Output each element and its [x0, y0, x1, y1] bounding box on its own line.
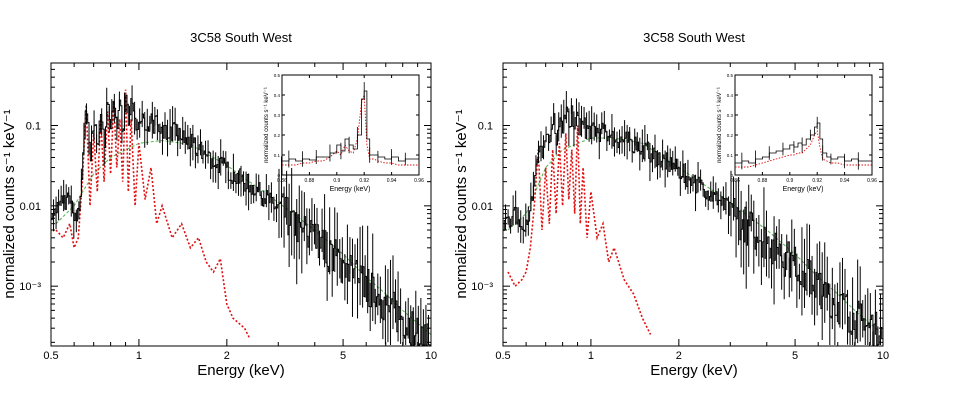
- inset-x-tick-label: 0.94: [840, 178, 850, 184]
- chart-title: 3C58 South West: [190, 30, 292, 45]
- inset-data-path: [282, 90, 420, 163]
- inset-y-tick-label: 0.5: [274, 73, 281, 78]
- tick-marks: [50, 63, 432, 346]
- inset-x-tick-label: 0.9: [786, 178, 793, 184]
- x-tick-label: 10: [877, 350, 889, 362]
- y-tick-label: 0.01: [20, 201, 41, 213]
- inset-model-line: [282, 94, 419, 166]
- inset-y-tick-label: 0.1: [274, 153, 281, 158]
- y-tick-label: 0.1: [26, 121, 41, 133]
- line-emission-model-path: [507, 125, 652, 335]
- inset-y-tick-label: 0: [277, 173, 280, 178]
- y-tick-label: 0.1: [478, 121, 493, 133]
- y-tick-label: 10⁻³: [19, 281, 41, 293]
- plot-frame: [502, 62, 884, 347]
- x-tick-label: 5: [792, 350, 798, 362]
- y-tick-label: 10⁻³: [471, 281, 493, 293]
- inset-y-axis-label: normalized counts s⁻¹ keV⁻¹: [264, 87, 270, 163]
- inset-x-tick-label: 0.94: [387, 178, 397, 184]
- right-panel: 3C58 South West 0.5 1 2 5 10 0.1 0.01 10⁻³ Ene…: [453, 30, 889, 379]
- inset-x-tick-label: 0.86: [730, 178, 740, 184]
- inset-data-spectrum: [735, 116, 873, 170]
- data-spectrum-path: [503, 105, 884, 346]
- inset-y-tick-label: 0.2: [274, 133, 281, 138]
- inset-data-path: [735, 122, 873, 164]
- inset-frame: [281, 74, 420, 176]
- inset-plot: 0.86 0.88 0.9 0.92 0.94 0.96 0 0.1 0.2 0.3 0.4 0.5…: [717, 73, 877, 193]
- inset-y-tick-label: 0.3: [727, 113, 734, 118]
- line-emission-model-line: [507, 125, 652, 335]
- inset-x-tick-label: 0.92: [812, 178, 822, 184]
- inset-y-tick-labels: 0 0.1 0.2 0.3 0.4 0.5: [274, 73, 281, 178]
- x-tick-label: 10: [425, 350, 437, 362]
- inset-x-tick-labels: 0.86 0.88 0.9 0.92 0.94 0.96: [730, 178, 877, 184]
- x-tick-labels: 0.5 1 2 5 10: [495, 350, 889, 362]
- inset-y-tick-label: 0.2: [727, 133, 734, 138]
- y-tick-labels: 0.1 0.01 10⁻³: [19, 121, 41, 294]
- continuum-model-line: [55, 139, 432, 335]
- x-tick-label: 0.5: [43, 350, 58, 362]
- inset-x-tick-labels: 0.86 0.88 0.9 0.92 0.94 0.96: [277, 178, 424, 184]
- inset-x-tick-label: 0.92: [359, 178, 369, 184]
- y-tick-label: 0.01: [472, 201, 493, 213]
- inset-x-tick-label: 0.9: [333, 178, 340, 184]
- x-axis-label: Energy (keV): [650, 362, 738, 379]
- x-tick-label: 1: [136, 350, 142, 362]
- inset-y-tick-label: 0.4: [274, 93, 281, 98]
- x-tick-label: 1: [588, 350, 594, 362]
- continuum-model-path: [55, 139, 432, 335]
- inset-frame: [734, 74, 873, 176]
- plot-frame: [50, 62, 432, 347]
- x-tick-label: 5: [340, 350, 346, 362]
- inset-plot: 0.86 0.88 0.9 0.92 0.94 0.96 0 0.1 0.2 0.3 0.4 0.5…: [264, 73, 424, 193]
- x-tick-label: 2: [676, 350, 682, 362]
- y-tick-labels: 0.1 0.01 10⁻³: [471, 121, 493, 294]
- inset-tick-marks: [734, 74, 873, 176]
- x-tick-labels: 0.5 1 2 5 10: [43, 350, 437, 362]
- inset-x-tick-label: 0.96: [867, 178, 877, 184]
- left-panel: 3C58 South West 0.5 1 2 5 10 0.1 0.01 10⁻³ Ene…: [1, 30, 437, 379]
- inset-y-tick-label: 0: [730, 173, 733, 178]
- line-emission-model-line: [55, 89, 251, 340]
- inset-y-tick-label: 0.4: [727, 93, 734, 98]
- chart-title: 3C58 South West: [643, 30, 745, 45]
- y-axis-label: normalized counts s⁻¹ keV⁻¹: [453, 109, 470, 298]
- inset-data-spectrum: [282, 82, 420, 172]
- data-spectrum: [50, 85, 432, 346]
- inset-y-tick-labels: 0 0.1 0.2 0.3 0.4 0.5: [727, 73, 734, 178]
- x-tick-label: 2: [224, 350, 230, 362]
- inset-model-path: [282, 94, 419, 166]
- inset-y-tick-label: 0.3: [274, 113, 281, 118]
- x-axis-label: Energy (keV): [197, 362, 285, 379]
- inset-x-axis-label: Energy (keV): [330, 186, 371, 193]
- inset-y-tick-label: 0.5: [727, 73, 734, 78]
- tick-marks: [502, 63, 884, 346]
- data-spectrum: [502, 91, 884, 346]
- inset-x-tick-label: 0.88: [758, 178, 768, 184]
- data-spectrum-path: [51, 94, 431, 346]
- y-axis-label: normalized counts s⁻¹ keV⁻¹: [1, 109, 18, 298]
- inset-tick-marks: [281, 74, 420, 176]
- inset-x-tick-label: 0.86: [277, 178, 287, 184]
- inset-x-axis-label: Energy (keV): [783, 186, 824, 193]
- inset-x-tick-label: 0.96: [414, 178, 424, 184]
- inset-y-axis-label: normalized counts s⁻¹ keV⁻¹: [717, 87, 723, 163]
- x-tick-label: 0.5: [495, 350, 510, 362]
- inset-x-tick-label: 0.88: [305, 178, 315, 184]
- inset-y-tick-label: 0.1: [727, 153, 734, 158]
- line-emission-model-path: [55, 89, 251, 340]
